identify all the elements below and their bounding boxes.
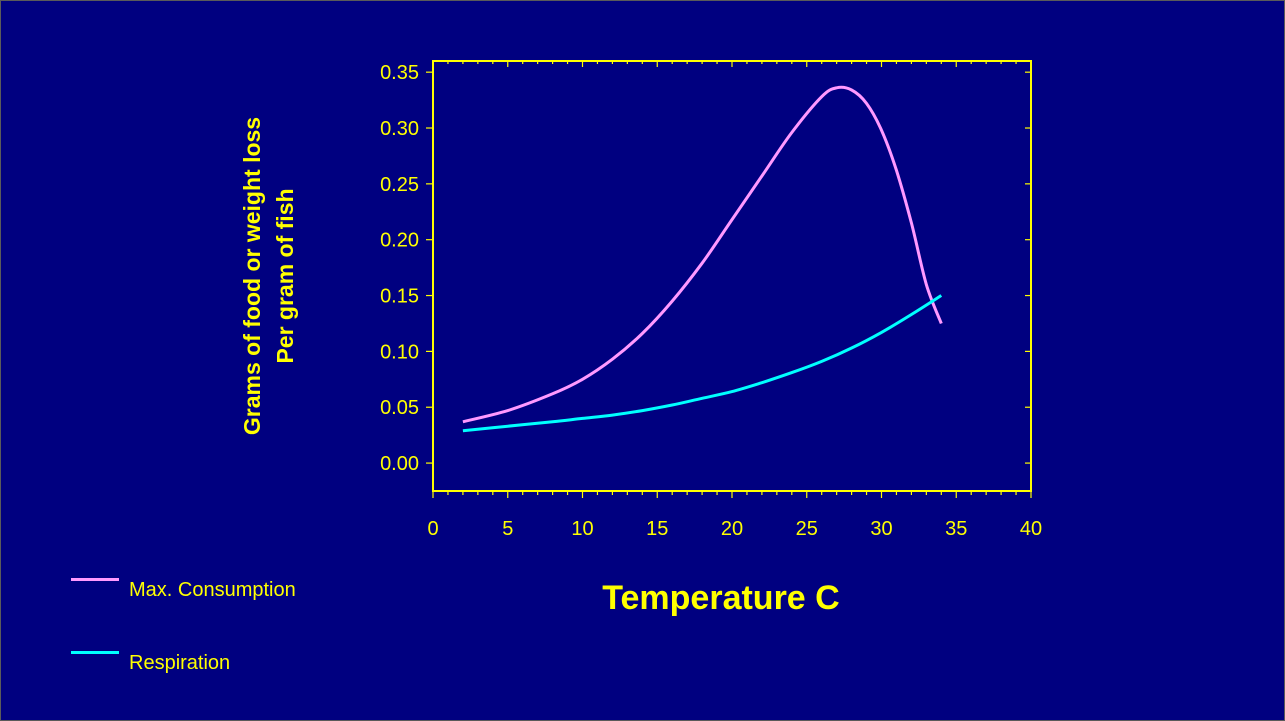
x-axis-title: Temperature C — [602, 579, 840, 617]
y-tick-label: 0.20 — [380, 230, 419, 252]
y-tick-label: 0.05 — [380, 397, 419, 419]
y-axis-title: Grams of food or weight loss Per gram of… — [236, 117, 302, 435]
x-tick-label: 0 — [427, 518, 438, 540]
series-line-respiration — [462, 294, 943, 433]
x-tick-label: 10 — [571, 518, 593, 540]
plot-area-frame — [432, 60, 1032, 492]
x-tick-label: 5 — [502, 518, 513, 540]
legend-label-respiration: Respiration — [129, 652, 231, 674]
y-tick-label: 0.00 — [380, 453, 419, 475]
x-tick-label: 40 — [1020, 518, 1042, 540]
x-tick-label: 25 — [796, 518, 818, 540]
y-tick-label: 0.35 — [380, 62, 419, 84]
x-tick-label: 30 — [870, 518, 892, 540]
y-axis-title-line-1: Grams of food or weight loss — [239, 116, 265, 436]
x-tick-label: 35 — [945, 518, 967, 540]
x-tick-label: 20 — [721, 518, 743, 540]
legend-swatch-max-consumption — [71, 578, 119, 581]
legend-swatch-respiration — [71, 651, 119, 654]
y-tick-label: 0.15 — [380, 286, 419, 308]
series-line-max-consumption — [462, 85, 943, 424]
y-axis-title-line-2: Per gram of fish — [272, 188, 298, 364]
x-tick-label: 15 — [646, 518, 668, 540]
y-tick-label: 0.25 — [380, 174, 419, 196]
y-tick-label: 0.10 — [380, 341, 419, 363]
legend-label-max-consumption: Max. Consumption — [129, 579, 296, 601]
y-tick-label: 0.30 — [380, 118, 419, 140]
